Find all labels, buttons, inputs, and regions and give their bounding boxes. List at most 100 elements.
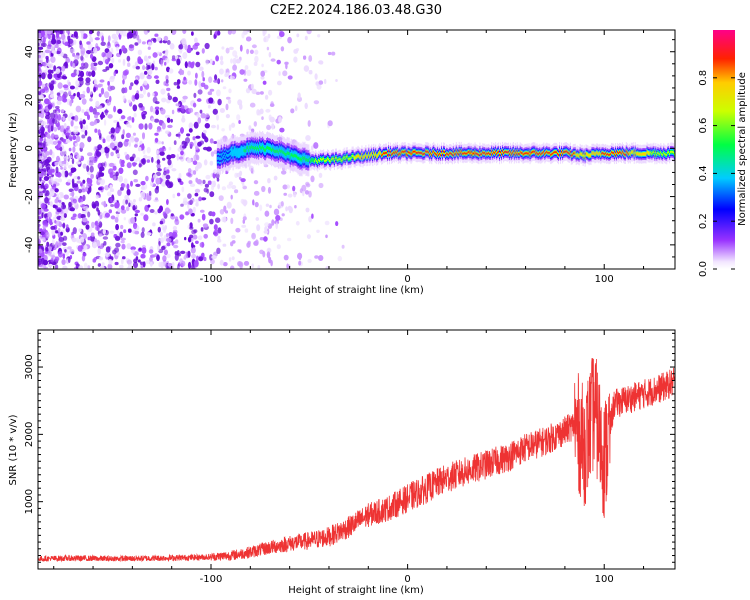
- noise-speckle: [131, 249, 136, 254]
- noise-speckle: [141, 158, 146, 165]
- noise-speckle: [200, 227, 204, 232]
- noise-speckle: [40, 184, 43, 190]
- noise-speckle: [181, 99, 186, 103]
- noise-speckle: [60, 166, 63, 170]
- noise-speckle: [40, 112, 45, 119]
- ridge-cell: [227, 154, 229, 158]
- ridge-cell: [341, 159, 343, 162]
- noise-speckle: [50, 125, 54, 132]
- noise-speckle: [78, 197, 82, 203]
- noise-speckle: [44, 213, 47, 219]
- ridge-cell: [499, 154, 501, 156]
- ridge-cell: [459, 152, 461, 154]
- noise-speckle: [209, 138, 214, 144]
- ridge-cell: [330, 158, 332, 161]
- noise-speckle: [198, 81, 202, 88]
- noise-speckle: [101, 35, 104, 43]
- noise-speckle: [116, 121, 120, 129]
- ridge-cell: [242, 150, 244, 154]
- ridge-cell: [427, 150, 429, 153]
- noise-speckle: [140, 191, 146, 199]
- noise-speckle: [66, 224, 69, 229]
- noise-speckle: [132, 205, 136, 211]
- noise-speckle: [244, 65, 249, 70]
- noise-speckle: [253, 121, 257, 127]
- noise-speckle: [315, 81, 320, 86]
- noise-speckle: [143, 214, 149, 222]
- noise-speckle: [93, 78, 97, 85]
- noise-speckle: [114, 235, 121, 241]
- noise-speckle: [179, 215, 185, 220]
- ridge-cell: [492, 153, 494, 155]
- noise-speckle: [123, 140, 129, 147]
- ridge-cell: [270, 147, 272, 151]
- ridge-cell: [421, 152, 423, 155]
- ridge-cell: [527, 153, 529, 155]
- noise-speckle: [79, 40, 82, 46]
- noise-speckle: [287, 193, 293, 198]
- ridge-cell: [298, 156, 300, 160]
- noise-speckle: [134, 209, 140, 214]
- noise-speckle: [140, 253, 146, 259]
- noise-speckle: [194, 192, 199, 197]
- noise-speckle: [87, 43, 93, 51]
- noise-speckle: [115, 45, 119, 52]
- noise-speckle: [191, 31, 194, 36]
- noise-speckle: [54, 198, 58, 204]
- noise-speckle: [97, 209, 101, 216]
- noise-speckle: [43, 140, 46, 148]
- noise-speckle: [81, 109, 85, 113]
- noise-speckle: [166, 87, 171, 92]
- noise-speckle: [240, 178, 246, 183]
- ridge-cell: [251, 145, 253, 149]
- noise-speckle: [95, 220, 99, 225]
- ridge-cell: [576, 153, 578, 156]
- ridge-cell: [423, 153, 425, 155]
- noise-speckle: [256, 224, 261, 232]
- noise-speckle: [139, 72, 145, 80]
- noise-speckle: [156, 164, 161, 168]
- noise-speckle: [87, 236, 91, 241]
- noise-speckle: [142, 132, 145, 140]
- noise-speckle: [132, 65, 136, 69]
- noise-speckle: [337, 255, 343, 262]
- noise-speckle: [168, 181, 174, 188]
- ridge-cell: [377, 154, 379, 157]
- noise-speckle: [239, 69, 245, 75]
- noise-speckle: [78, 265, 84, 269]
- noise-speckle: [164, 52, 168, 57]
- ridge-cell: [400, 151, 402, 154]
- noise-speckle: [44, 49, 51, 54]
- noise-speckle: [181, 38, 187, 45]
- noise-speckle: [115, 242, 121, 248]
- noise-speckle: [231, 122, 236, 128]
- noise-speckle: [161, 181, 167, 187]
- noise-speckle: [192, 170, 197, 175]
- ridge-cell: [519, 150, 521, 153]
- noise-speckle: [74, 115, 79, 122]
- noise-speckle: [91, 201, 96, 208]
- noise-speckle: [189, 222, 193, 229]
- noise-speckle: [144, 123, 148, 130]
- noise-speckle: [154, 66, 158, 71]
- noise-speckle: [227, 99, 232, 104]
- noise-speckle: [172, 231, 178, 238]
- noise-speckle: [147, 46, 151, 50]
- noise-speckle: [38, 150, 41, 157]
- noise-speckle: [127, 31, 133, 39]
- ridge-cell: [235, 151, 237, 155]
- noise-speckle: [255, 91, 261, 96]
- noise-speckle: [165, 174, 171, 180]
- noise-speckle: [60, 231, 63, 236]
- ridge-cell: [395, 151, 397, 154]
- noise-speckle: [208, 76, 213, 83]
- ridge-cell: [289, 155, 291, 159]
- noise-speckle: [242, 182, 245, 187]
- noise-speckle: [181, 186, 185, 193]
- noise-speckle: [102, 236, 109, 240]
- noise-speckle: [301, 184, 307, 192]
- noise-speckle: [220, 60, 224, 66]
- noise-speckle: [64, 170, 69, 178]
- noise-speckle: [210, 151, 215, 157]
- noise-speckle: [200, 209, 205, 213]
